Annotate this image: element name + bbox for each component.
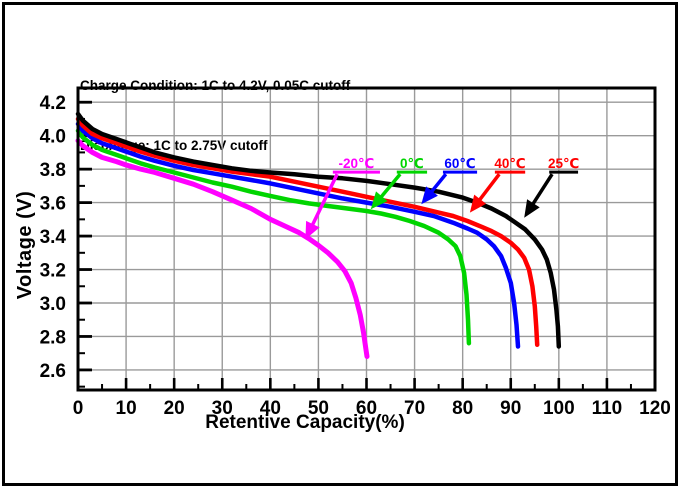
x-tick-label: 70	[404, 398, 425, 419]
y-tick-label: 3.2	[40, 261, 66, 282]
annotation-arrow-line	[428, 173, 448, 196]
series-label: -20℃	[338, 156, 374, 171]
series-curve--20C	[75, 138, 370, 359]
series-curve-40C	[75, 116, 540, 348]
series-curve-25C	[75, 111, 562, 349]
series-curve-60C	[75, 121, 521, 349]
series-label: 25℃	[548, 156, 579, 171]
plot-frame	[76, 86, 657, 392]
x-axis-title: Retentive Capacity(%)	[205, 412, 405, 433]
y-tick-label: 2.6	[40, 361, 66, 382]
x-tick-label: 60	[356, 398, 377, 419]
x-tick-label: 120	[639, 398, 671, 419]
y-tick-label: 3.0	[40, 294, 66, 315]
x-tick-label: 80	[452, 398, 473, 419]
y-tick-label: 3.8	[40, 160, 66, 181]
annotation-arrowhead	[524, 199, 540, 218]
y-tick-label: 2.8	[40, 327, 66, 348]
annotation-arrow-line	[377, 173, 402, 201]
y-tick-label: 3.4	[40, 227, 67, 248]
y-tick-label: 4.0	[40, 127, 66, 148]
x-tick-label: 110	[592, 398, 623, 419]
x-tick-label: 100	[543, 398, 575, 419]
y-tick-label: 4.2	[40, 93, 66, 114]
annotation-arrow-line	[309, 173, 339, 229]
x-tick-label: 20	[164, 398, 185, 419]
series-curve-0C	[75, 128, 472, 346]
annotation-arrow-line	[476, 173, 501, 204]
annotation-arrow-line	[529, 173, 554, 208]
x-tick-label: 90	[500, 398, 521, 419]
series-label: 0℃	[400, 156, 424, 171]
annotation-arrowhead	[305, 220, 320, 240]
x-tick-label: 10	[116, 398, 137, 419]
annotation-arrowhead	[421, 186, 438, 205]
x-tick-label: 40	[260, 398, 281, 419]
series-label: 60℃	[444, 156, 475, 171]
annotation-arrowhead	[370, 191, 388, 210]
x-tick-label: 50	[308, 398, 329, 419]
series-label: 40℃	[494, 156, 525, 171]
x-tick-label: 0	[73, 398, 84, 419]
x-tick-label: 30	[212, 398, 233, 419]
annotation-arrowhead	[469, 194, 487, 213]
y-tick-label: 3.6	[40, 194, 66, 215]
